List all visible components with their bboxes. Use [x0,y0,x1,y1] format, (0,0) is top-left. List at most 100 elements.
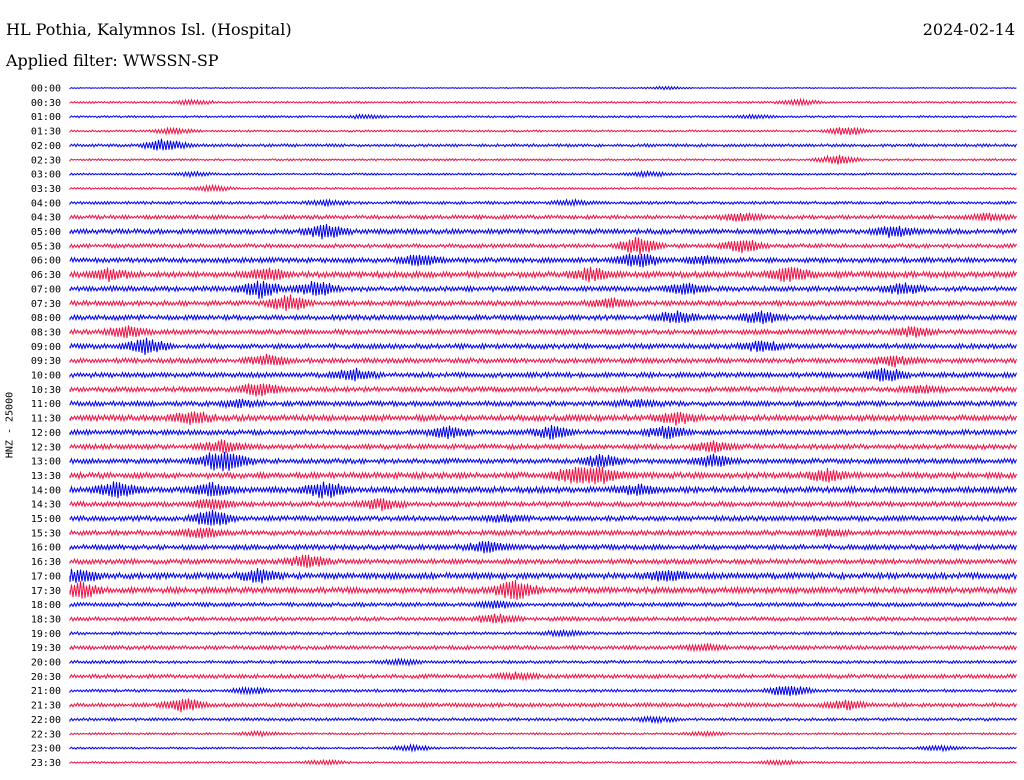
time-tick-label: 13:30 [31,471,61,482]
seismic-trace [69,138,1017,151]
seismic-trace [69,113,1017,120]
time-tick-label: 06:30 [31,270,61,281]
time-tick-label: 08:30 [31,327,61,338]
time-tick-label: 18:30 [31,614,61,625]
time-tick-label: 15:30 [31,528,61,539]
time-tick-label: 22:00 [31,715,61,726]
time-tick-label: 06:00 [31,256,61,267]
time-tick-label: 19:30 [31,643,61,654]
time-tick-label: 02:30 [31,155,61,166]
time-tick-label: 17:00 [31,571,61,582]
seismic-trace [69,541,1017,554]
time-tick-label: 04:00 [31,198,61,209]
seismic-trace [69,527,1017,539]
seismic-trace [69,451,1017,472]
time-tick-label: 07:30 [31,299,61,310]
trace-date: 2024-02-14 [922,20,1015,39]
time-tick-label: 14:00 [31,485,61,496]
seismic-trace [69,97,1017,107]
filter-label: Applied filter: WWSSN-SP [6,51,219,70]
seismic-trace [69,266,1017,283]
seismic-trace [69,411,1017,426]
time-tick-label: 20:00 [31,658,61,669]
seismic-trace [69,628,1017,638]
time-tick-label: 19:00 [31,629,61,640]
time-tick-label: 23:30 [31,758,61,769]
seismic-trace [69,599,1017,610]
time-tick-label: 14:30 [31,500,61,511]
seismic-trace [69,397,1017,410]
seismic-trace [69,236,1017,255]
time-tick-label: 22:30 [31,729,61,740]
seismic-trace [69,126,1017,137]
time-tick-label: 10:30 [31,385,61,396]
seismic-trace [69,715,1017,725]
time-tick-label: 13:00 [31,457,61,468]
seismic-trace [69,280,1017,299]
time-tick-label: 01:30 [31,127,61,138]
seismic-trace [69,685,1017,697]
seismic-trace [69,613,1017,624]
seismic-trace [69,85,1017,91]
time-tick-label: 18:00 [31,600,61,611]
time-tick-label: 09:30 [31,356,61,367]
seismic-trace [69,337,1017,356]
time-tick-label: 01:00 [31,112,61,123]
seismic-trace [69,554,1017,569]
seismic-trace [69,169,1017,179]
seismic-trace [69,383,1017,397]
station-title: HL Pothia, Kalymnos Isl. (Hospital) [6,20,292,39]
seismic-trace [69,671,1017,682]
seismic-trace [69,212,1017,223]
time-tick-label: 00:30 [31,98,61,109]
seismic-trace [69,424,1017,440]
time-tick-label: 10:00 [31,371,61,382]
seismic-trace [69,197,1017,208]
time-tick-label: 07:00 [31,284,61,295]
time-tick-label: 02:00 [31,141,61,152]
seismic-trace [69,698,1017,713]
time-tick-label: 08:00 [31,313,61,324]
time-tick-label: 15:00 [31,514,61,525]
seismic-trace [69,568,1017,584]
time-tick-label: 00:00 [31,84,61,95]
seismic-trace [69,223,1017,240]
seismic-trace [69,657,1017,667]
seismic-trace [69,353,1017,368]
seismic-trace [69,498,1017,512]
seismic-trace [69,367,1017,382]
time-tick-label: 21:30 [31,701,61,712]
seismic-trace [69,466,1017,485]
time-tick-label: 20:30 [31,672,61,683]
seismic-trace [69,310,1017,325]
time-tick-label: 04:30 [31,213,61,224]
seismic-trace [69,742,1017,753]
time-tick-label: 11:00 [31,399,61,410]
seismic-trace [69,729,1017,738]
seismic-trace [69,509,1017,526]
time-tick-label: 11:30 [31,414,61,425]
seismic-trace [69,294,1017,312]
time-tick-label: 03:30 [31,184,61,195]
time-tick-label: 12:30 [31,442,61,453]
seismic-trace [69,154,1017,165]
time-tick-label: 21:00 [31,686,61,697]
seismic-trace [69,481,1017,499]
seismic-trace [69,580,1017,601]
time-tick-label: 09:00 [31,342,61,353]
time-tick-label: 12:00 [31,428,61,439]
seismic-trace [69,758,1017,767]
seismic-trace [69,642,1017,653]
time-tick-label: 16:00 [31,543,61,554]
time-tick-label: 23:00 [31,744,61,755]
seismic-trace [69,325,1017,339]
time-tick-label: 03:00 [31,170,61,181]
seismic-trace [69,183,1017,193]
time-tick-label: 16:30 [31,557,61,568]
seismic-trace [69,439,1017,454]
time-tick-label: 05:30 [31,241,61,252]
seismic-trace [69,253,1017,268]
time-tick-label: 17:30 [31,586,61,597]
time-tick-label: 05:00 [31,227,61,238]
